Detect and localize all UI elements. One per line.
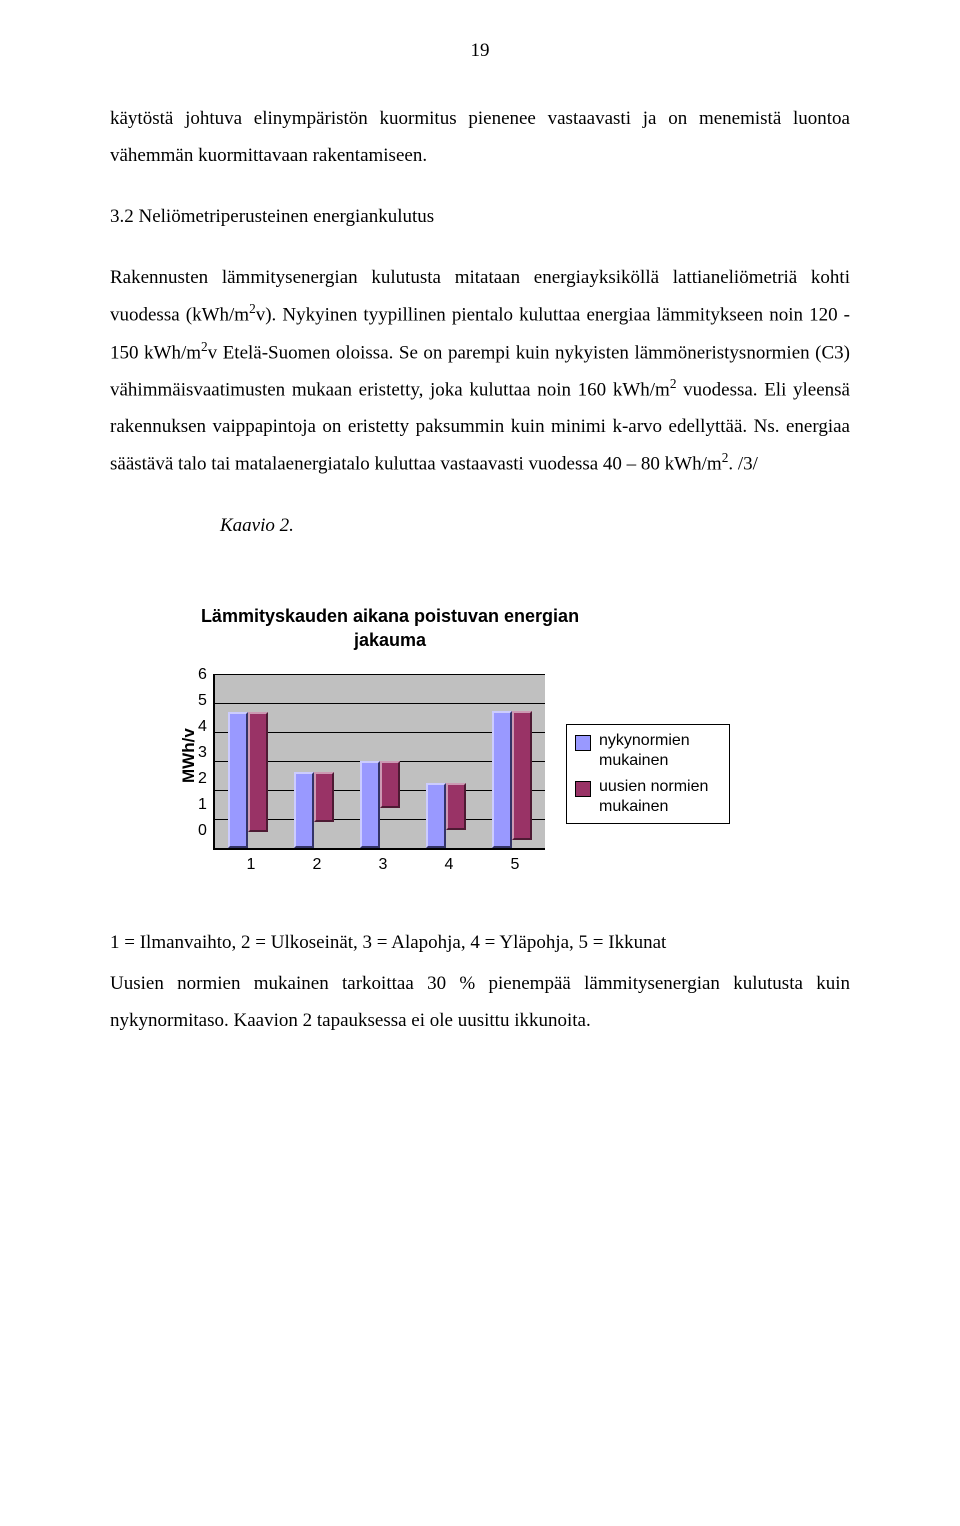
chart-y-ticks: 6 5 4 3 2 1 0 [198,666,213,840]
section-heading: 3.2 Neliömetriperusteinen energiankulutu… [110,198,850,235]
chart-x-tick-label: 5 [482,856,548,874]
footer-legend-line: 1 = Ilmanvaihto, 2 = Ulkoseinät, 3 = Ala… [110,924,850,961]
chart-y-tick-label: 4 [198,718,207,736]
chart-bar [426,783,446,848]
chart-x-tick-label: 1 [218,856,284,874]
chart-legend-label: nykynormien mukainen [599,731,719,771]
chart-plot-wrap: 6543210 12345 [198,674,548,874]
chart-bar [446,783,466,829]
chart-x-tick-label: 3 [350,856,416,874]
chart-plot-area: 6543210 [198,674,548,850]
chart-legend-item: uusien normien mukainen [575,777,719,817]
chart-bar [360,761,380,848]
chart-bar [294,772,314,849]
chart-bar [492,711,512,849]
chart-bar [248,712,268,832]
chart-bar-group [294,772,334,849]
figure-caption: Kaavio 2. [220,507,850,544]
chart-y-tick-label: 3 [198,744,207,762]
chart-y-tick-label: 1 [198,796,207,814]
chart-bar-group [228,712,268,848]
chart-legend-swatch [575,781,591,797]
chart-x-ticks: 12345 [218,856,548,874]
chart-bar [228,712,248,848]
intro-paragraph: käytöstä johtuva elinympäristön kuormitu… [110,100,850,174]
main-paragraph: Rakennusten lämmitysenergian kulutusta m… [110,259,850,483]
chart-x-tick-label: 2 [284,856,350,874]
chart-x-tick-label: 4 [416,856,482,874]
chart-row: MWh/v 6543210 12345 nykynormien mukainen… [180,674,850,874]
chart-legend-label: uusien normien mukainen [599,777,719,817]
chart-y-axis-label: MWh/v [179,765,199,783]
chart-y-tick-label: 2 [198,770,207,788]
chart-legend: nykynormien mukainen uusien normien mukai… [566,724,730,824]
chart-legend-swatch [575,735,591,751]
chart-bar [314,772,334,823]
chart-bar [380,761,400,807]
chart-bar-group [360,761,400,848]
chart-bar-group [492,711,532,849]
chart-plot [213,674,545,850]
chart-legend-item: nykynormien mukainen [575,731,719,771]
chart-bar-group [426,783,466,848]
page-number: 19 [110,40,850,62]
chart-gridline [215,674,545,675]
chart-title: Lämmityskauden aikana poistuvan energian… [180,604,600,653]
chart-y-tick-label: 0 [198,822,207,840]
chart-gridline [215,703,545,704]
chart-y-tick-label: 5 [198,692,207,710]
document-page: 19 käytöstä johtuva elinympäristön kuorm… [0,0,960,1124]
chart-bar [512,711,532,840]
chart-y-tick-label: 6 [198,666,207,684]
chart-container: Lämmityskauden aikana poistuvan energian… [180,604,850,875]
footer-paragraph: Uusien normien mukainen tarkoittaa 30 % … [110,965,850,1039]
